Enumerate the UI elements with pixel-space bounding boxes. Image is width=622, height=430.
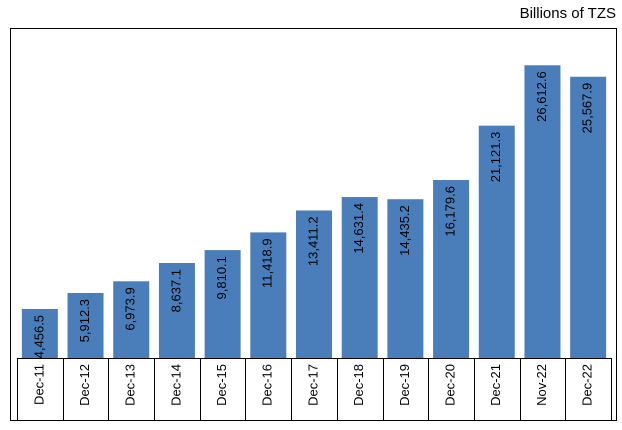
value-label: 6,973.9: [123, 287, 138, 330]
value-label: 5,912.3: [77, 299, 92, 342]
value-label: 14,631.4: [351, 203, 366, 254]
x-tick-label: Dec-21: [488, 364, 503, 406]
value-label: 13,411.2: [305, 216, 320, 266]
bar: [478, 125, 515, 358]
value-label: 8,637.1: [168, 269, 183, 312]
frame: [10, 28, 617, 421]
bar: [158, 262, 195, 358]
x-tick-label: Dec-12: [77, 364, 92, 406]
bar: [387, 199, 424, 358]
x-tick-label: Dec-11: [31, 364, 46, 405]
value-label: 14,435.2: [397, 205, 412, 256]
bar: [433, 180, 470, 358]
bar: [341, 197, 378, 358]
bar: [524, 65, 561, 358]
x-tick-label: Dec-17: [305, 364, 320, 406]
value-label: 4,456.5: [31, 315, 46, 358]
x-tick-label: Dec-14: [168, 364, 183, 406]
bar: [296, 210, 332, 358]
bar: [21, 308, 58, 358]
x-tick-label: Dec-20: [443, 364, 458, 406]
x-tick-label: Dec-19: [397, 364, 412, 406]
x-tick-label: Dec-16: [260, 364, 275, 406]
bar: [250, 232, 287, 358]
bar: [204, 250, 241, 358]
value-label: 11,418.9: [260, 238, 275, 288]
bar: [113, 281, 150, 358]
x-tick-label: Nov-22: [534, 364, 549, 406]
value-label: 26,612.6: [534, 71, 549, 122]
value-label: 25,567.9: [580, 83, 595, 134]
value-label: 21,121.3: [488, 132, 503, 183]
x-tick-label: Dec-13: [123, 364, 138, 406]
x-tick-label: Dec-22: [580, 364, 595, 406]
value-label: 9,810.1: [214, 256, 229, 299]
value-label: 16,179.6: [443, 186, 458, 237]
x-tick-label: Dec-18: [351, 364, 366, 406]
chart-title: Billions of TZS: [520, 5, 616, 22]
bar: [570, 76, 607, 358]
x-tick-label: Dec-15: [214, 364, 229, 406]
bar: [67, 292, 104, 358]
